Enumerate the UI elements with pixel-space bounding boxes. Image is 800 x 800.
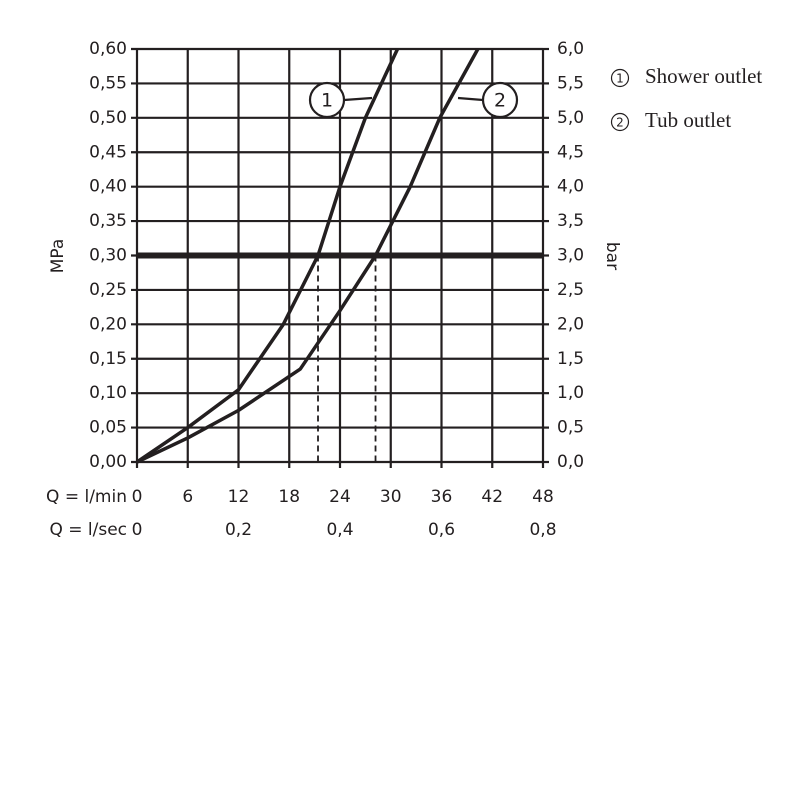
y2-tick-label: 0,5 bbox=[557, 418, 584, 438]
y-tick-label: 0,05 bbox=[89, 418, 127, 438]
legend-circle bbox=[610, 68, 630, 88]
y-tick-label: 0,00 bbox=[89, 452, 127, 472]
line-series bbox=[136, 48, 400, 464]
x2-axis-label: Q = l/sec bbox=[49, 520, 127, 540]
y2-tick-label: 2,0 bbox=[557, 314, 584, 334]
label-leader bbox=[343, 96, 373, 102]
label-number: 2 bbox=[494, 90, 506, 112]
y-tick-label: 0,40 bbox=[89, 177, 127, 197]
y-tick-label: 0,20 bbox=[89, 314, 127, 334]
y2-tick-label: 3,0 bbox=[557, 246, 584, 266]
line-series bbox=[136, 48, 480, 464]
y-tick-label: 0,55 bbox=[89, 73, 127, 93]
y2-tick-label: 5,5 bbox=[557, 73, 584, 93]
y-tick-label: 0,10 bbox=[89, 383, 127, 403]
y-axis-label: MPa bbox=[48, 239, 68, 274]
y2-tick-label: 1,0 bbox=[557, 383, 584, 403]
x-tick-label: 6 bbox=[182, 487, 193, 507]
label-number: 1 bbox=[321, 90, 333, 112]
y-tick-label: 0,45 bbox=[89, 142, 127, 162]
legend-number: 1 bbox=[616, 72, 624, 86]
y2-tick-label: 5,0 bbox=[557, 108, 584, 128]
y2-tick-label: 3,5 bbox=[557, 211, 584, 231]
y2-axis-label: bar bbox=[602, 242, 622, 270]
x-tick-label: 0 bbox=[132, 487, 143, 507]
label-circle bbox=[481, 81, 519, 119]
y-tick-label: 0,25 bbox=[89, 280, 127, 300]
x2-tick-label: 0 bbox=[132, 520, 143, 540]
x-tick-label: 24 bbox=[329, 487, 351, 507]
x-tick-label: 30 bbox=[380, 487, 402, 507]
legend-circle bbox=[610, 112, 630, 132]
y-tick-label: 0,30 bbox=[89, 246, 127, 266]
x-tick-label: 48 bbox=[532, 487, 554, 507]
y2-tick-label: 1,5 bbox=[557, 349, 584, 369]
x2-tick-label: 0,2 bbox=[225, 520, 252, 540]
y2-tick-label: 4,0 bbox=[557, 177, 584, 197]
x2-tick-label: 0,4 bbox=[326, 520, 353, 540]
legend-label: Shower outlet bbox=[645, 64, 762, 88]
y-tick-label: 0,60 bbox=[89, 39, 127, 59]
x2-tick-label: 0,6 bbox=[428, 520, 455, 540]
y2-tick-label: 0,0 bbox=[557, 452, 584, 472]
x2-tick-label: 0,8 bbox=[529, 520, 556, 540]
x-tick-label: 42 bbox=[481, 487, 503, 507]
x-tick-label: 12 bbox=[228, 487, 250, 507]
x-tick-label: 18 bbox=[278, 487, 300, 507]
x-tick-label: 36 bbox=[431, 487, 453, 507]
x-axis-label: Q = l/min bbox=[46, 487, 127, 507]
y2-tick-label: 2,5 bbox=[557, 280, 584, 300]
label-leader bbox=[457, 96, 484, 102]
y2-tick-label: 4,5 bbox=[557, 142, 584, 162]
y-tick-label: 0,35 bbox=[89, 211, 127, 231]
y-tick-label: 0,15 bbox=[89, 349, 127, 369]
legend-label: Tub outlet bbox=[645, 108, 731, 132]
label-circle bbox=[308, 81, 346, 119]
y-tick-label: 0,50 bbox=[89, 108, 127, 128]
legend-number: 2 bbox=[616, 116, 624, 130]
y2-tick-label: 6,0 bbox=[557, 39, 584, 59]
